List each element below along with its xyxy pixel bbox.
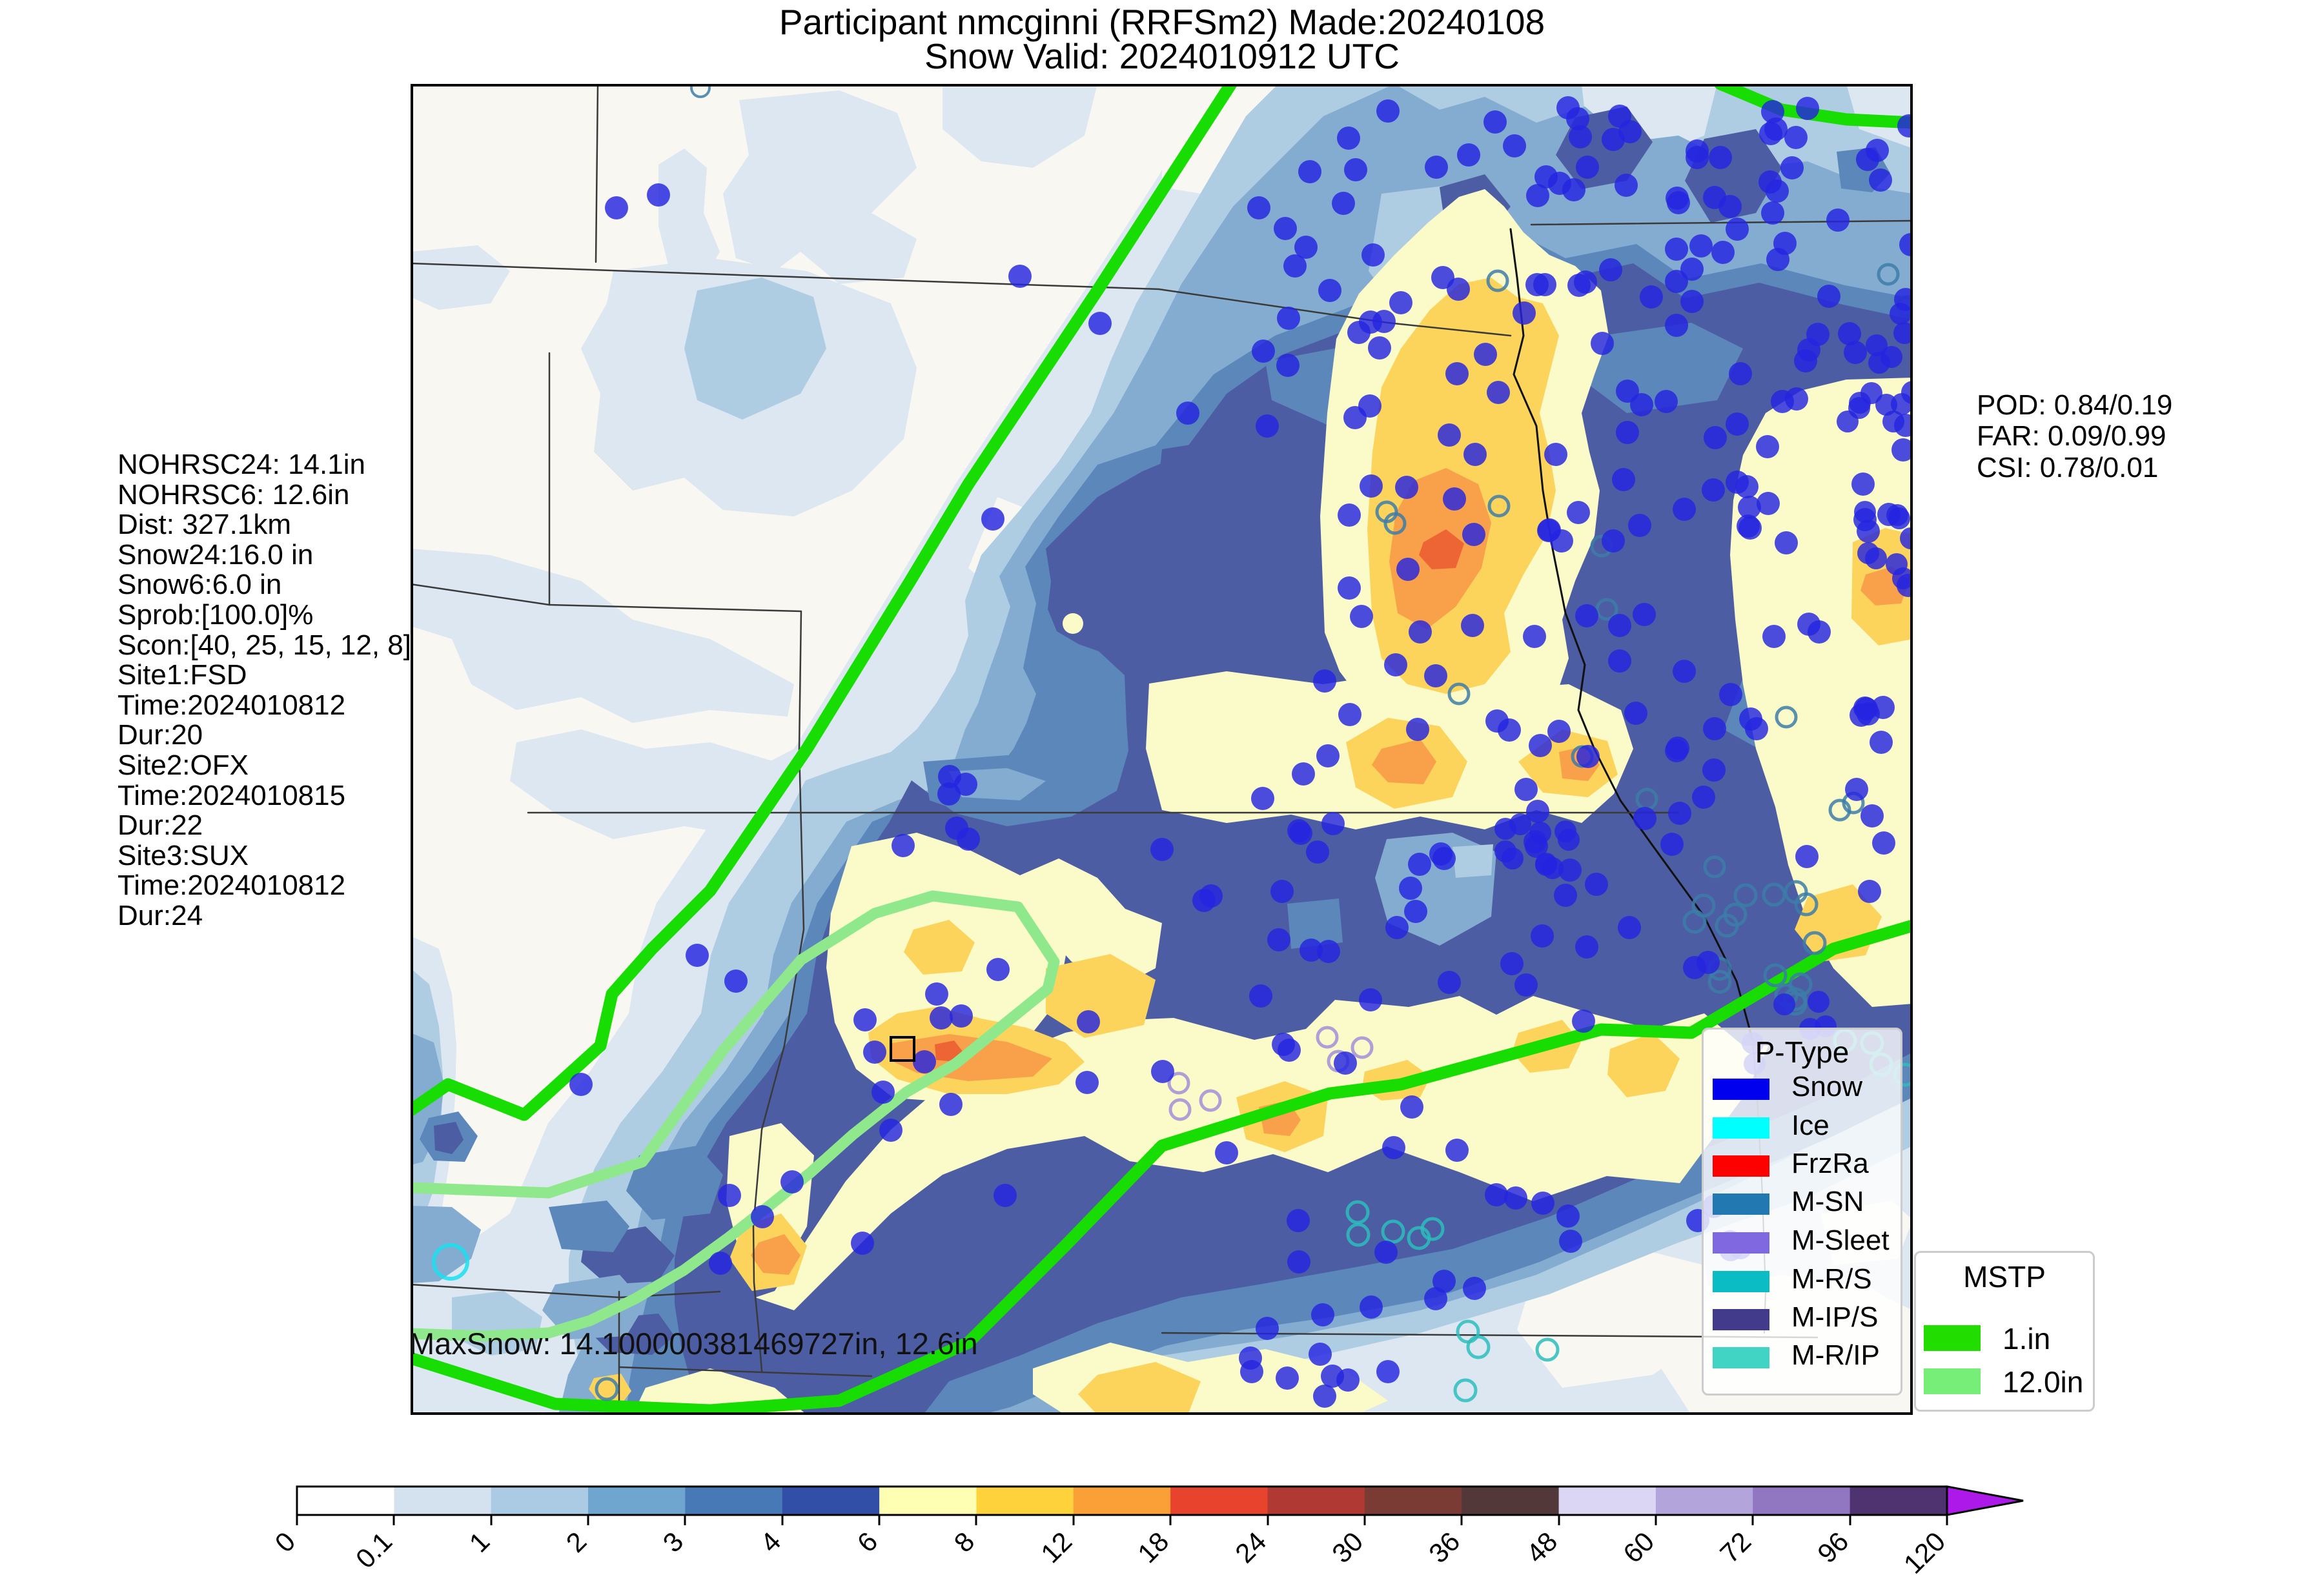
svg-text:120: 120 <box>1898 1526 1952 1579</box>
svg-text:48: 48 <box>1520 1526 1563 1569</box>
svg-text:8: 8 <box>948 1526 981 1558</box>
svg-text:60: 60 <box>1617 1526 1660 1569</box>
svg-text:30: 30 <box>1326 1526 1369 1569</box>
svg-text:72: 72 <box>1714 1526 1757 1569</box>
svg-text:18: 18 <box>1132 1526 1174 1569</box>
svg-text:2: 2 <box>560 1526 593 1558</box>
svg-text:6: 6 <box>851 1526 884 1558</box>
svg-text:4: 4 <box>755 1526 787 1558</box>
svg-text:12: 12 <box>1035 1526 1077 1569</box>
svg-text:36: 36 <box>1423 1526 1465 1569</box>
svg-text:0: 0 <box>269 1526 301 1558</box>
svg-text:96: 96 <box>1811 1526 1854 1569</box>
svg-text:24: 24 <box>1229 1526 1272 1569</box>
svg-text:MaxSnow: 14.100000381469727in,: MaxSnow: 14.100000381469727in, 12.6in <box>411 1326 978 1361</box>
svg-text:0.1: 0.1 <box>350 1526 398 1574</box>
svg-text:3: 3 <box>657 1526 689 1558</box>
svg-text:1: 1 <box>464 1526 496 1558</box>
